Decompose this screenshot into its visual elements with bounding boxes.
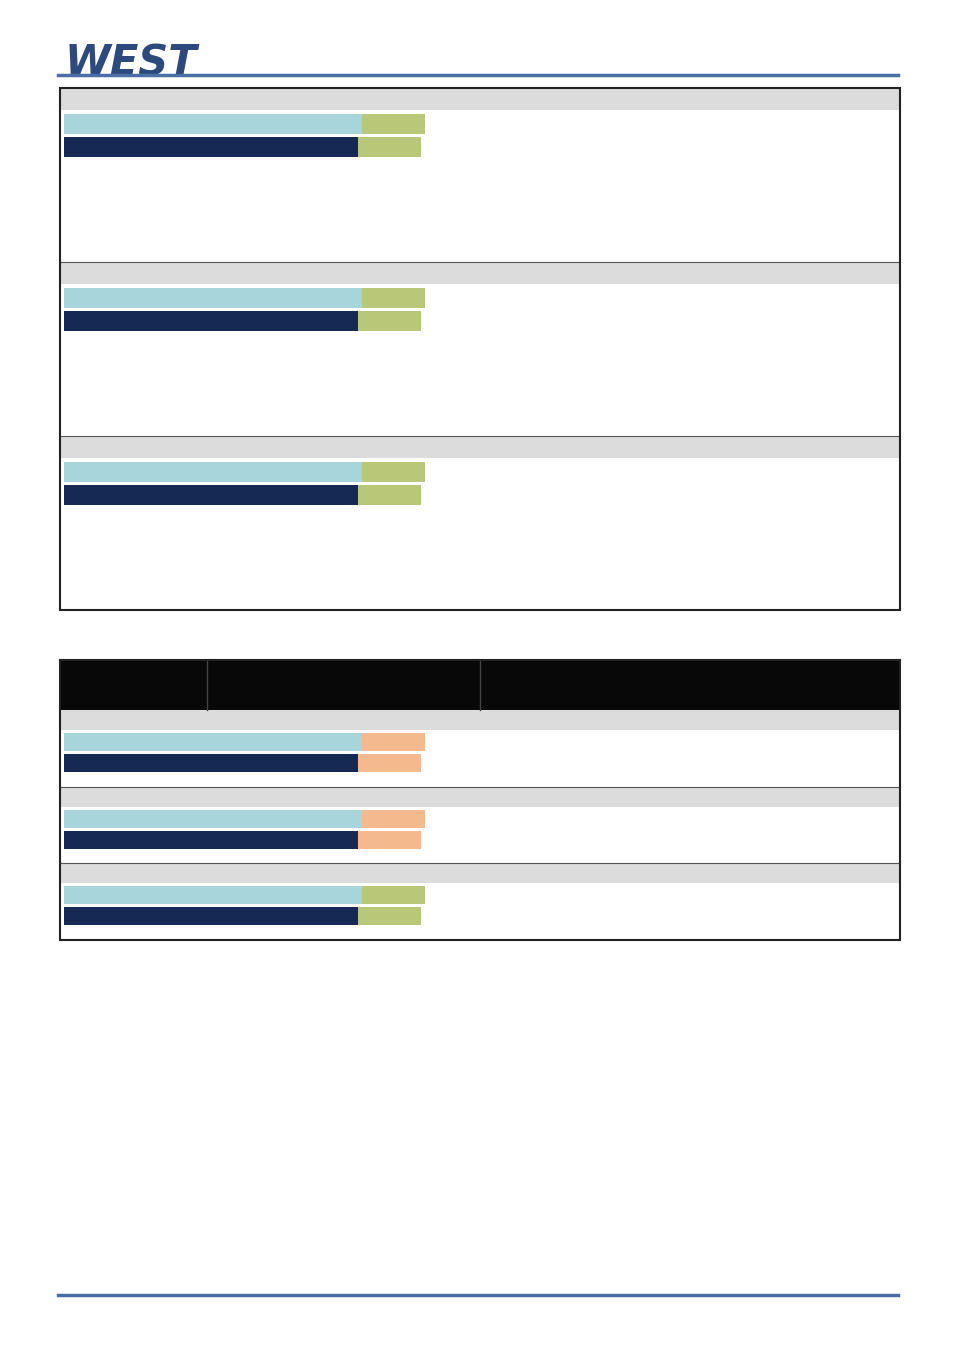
Bar [64, 113, 362, 134]
Bar [60, 660, 899, 940]
Bar [60, 262, 899, 436]
Bar [64, 887, 362, 905]
Bar [60, 88, 899, 610]
Bar [60, 88, 899, 109]
Bar [64, 830, 357, 849]
Bar [64, 755, 357, 772]
Bar [362, 288, 425, 308]
Bar [60, 710, 899, 730]
Bar [60, 787, 899, 864]
Bar [64, 733, 362, 751]
Bar [60, 864, 899, 883]
Bar [362, 462, 425, 482]
Bar [60, 262, 899, 284]
Bar [60, 864, 899, 940]
Bar [64, 462, 362, 482]
Bar [60, 787, 899, 807]
Bar [60, 436, 899, 610]
Bar [64, 136, 357, 157]
Bar [357, 907, 420, 925]
Bar [362, 733, 425, 751]
Bar [60, 88, 899, 262]
Bar [60, 710, 899, 787]
Bar [64, 907, 357, 925]
Bar [64, 288, 362, 308]
Bar [357, 310, 420, 331]
Bar [357, 755, 420, 772]
Bar [357, 485, 420, 505]
Bar [357, 830, 420, 849]
Bar [357, 136, 420, 157]
Bar [60, 436, 899, 458]
Bar [362, 113, 425, 134]
Bar [362, 887, 425, 905]
Bar [64, 810, 362, 828]
Text: WEST: WEST [65, 42, 197, 84]
Bar [64, 310, 357, 331]
Bar [60, 660, 899, 710]
Bar [64, 485, 357, 505]
Bar [362, 810, 425, 828]
